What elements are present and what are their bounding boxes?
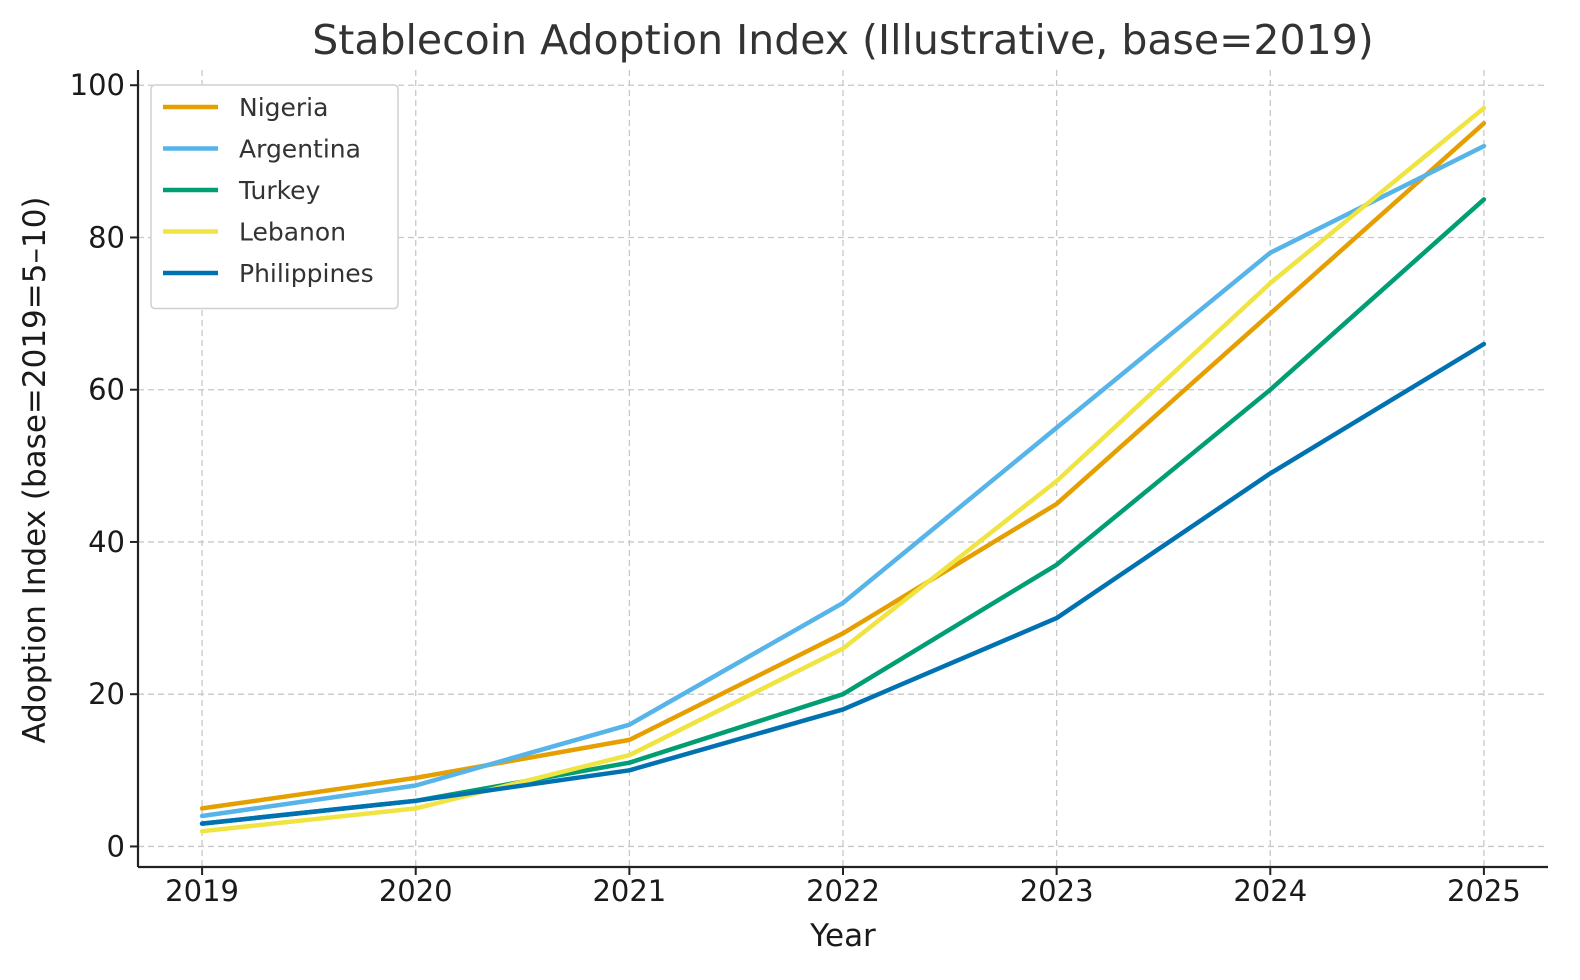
series-line-argentina: [199, 143, 1487, 819]
x-tick-label: 2020: [379, 874, 453, 908]
y-tick-label: 40: [88, 525, 125, 559]
legend-label: Turkey: [238, 176, 321, 205]
x-tick-label: 2021: [592, 874, 666, 908]
legend-item-lebanon: Lebanon: [163, 218, 346, 247]
legend-label: Lebanon: [239, 218, 346, 247]
x-tick-label: 2024: [1233, 874, 1307, 908]
legend: Nigeria Argentina Turkey Lebanon Philippines: [150, 84, 399, 310]
legend-label: Argentina: [239, 135, 361, 164]
x-tick-label: 2023: [1020, 874, 1094, 908]
legend-item-turkey: Turkey: [163, 176, 321, 205]
y-axis-label: Adoption Index (base=2019=5–10): [17, 196, 53, 743]
legend-box: [150, 84, 399, 310]
legend-label: Nigeria: [239, 93, 328, 122]
series-layer: [199, 105, 1487, 834]
y-tick-label: 80: [88, 220, 125, 254]
x-axis-label: Year: [809, 918, 876, 954]
chart-title: Stablecoin Adoption Index (Illustrative,…: [312, 16, 1374, 64]
legend-label: Philippines: [239, 259, 374, 288]
legend-item-philippines: Philippines: [163, 259, 374, 288]
x-tick-label: 2019: [165, 874, 239, 908]
series-line-philippines: [199, 341, 1487, 826]
y-tick-label: 20: [88, 677, 125, 711]
y-tick-label: 60: [88, 373, 125, 407]
legend-item-nigeria: Nigeria: [163, 93, 328, 122]
x-tick-label: 2022: [806, 874, 880, 908]
series-line-lebanon: [199, 105, 1487, 834]
x-tick-label: 2025: [1447, 874, 1521, 908]
ticks-layer: 2019 2020 2021 2022 2023 2024 2025 0 20 40 60 80 100: [70, 68, 1521, 908]
y-tick-label: 100: [70, 68, 125, 102]
legend-item-argentina: Argentina: [163, 135, 361, 164]
series-line-nigeria: [199, 121, 1487, 811]
y-tick-label: 0: [107, 829, 125, 863]
